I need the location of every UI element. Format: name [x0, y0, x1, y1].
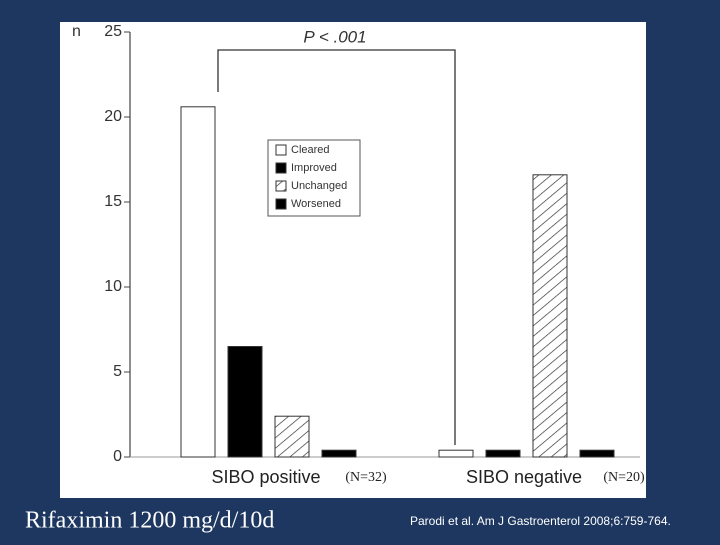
- bar: [579, 449, 615, 458]
- y-tick-label: 20: [104, 108, 122, 125]
- category-note: (N=32): [345, 470, 387, 485]
- category-note: (N=20): [603, 470, 645, 485]
- y-axis-label: n: [72, 23, 81, 40]
- bar: [180, 106, 216, 458]
- y-tick-label: 5: [113, 363, 122, 380]
- bar: [274, 415, 310, 458]
- y-tick-label: 10: [104, 278, 122, 295]
- legend-swatch: [275, 198, 287, 210]
- legend-label: Unchanged: [291, 180, 347, 192]
- x-tick-label: SIBO negative: [466, 467, 582, 487]
- legend-swatch: [275, 144, 287, 156]
- bar: [532, 174, 568, 458]
- legend-label: Cleared: [291, 144, 330, 156]
- y-tick-label: 0: [113, 448, 122, 465]
- bar: [321, 449, 357, 458]
- citation: Parodi et al. Am J Gastroenterol 2008;6:…: [410, 514, 671, 528]
- caption: Rifaximin 1200 mg/d/10d: [25, 508, 274, 534]
- legend-label: Worsened: [291, 198, 341, 210]
- y-tick-label: 15: [104, 193, 122, 210]
- bar: [227, 346, 263, 458]
- bar: [438, 449, 474, 458]
- bar: [485, 449, 521, 458]
- legend-label: Improved: [291, 162, 337, 174]
- significance-bracket: [217, 49, 456, 445]
- p-value: P < .001: [303, 27, 366, 46]
- x-tick-label: SIBO positive: [211, 467, 320, 487]
- legend-swatch: [275, 162, 287, 174]
- y-tick-label: 25: [104, 23, 122, 40]
- legend-swatch: [275, 180, 287, 192]
